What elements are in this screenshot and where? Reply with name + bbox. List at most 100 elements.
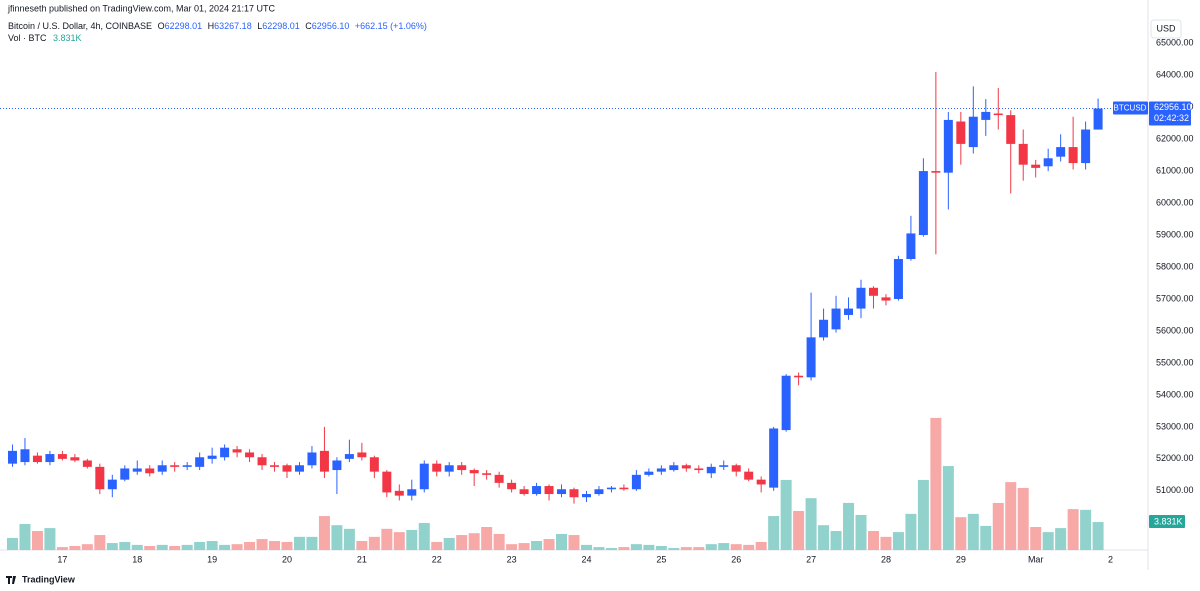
candle-body [232,449,242,453]
currency-box[interactable] [1150,19,1182,39]
candle-body [918,171,928,236]
symbol-tag: BTCUSD [1114,104,1147,113]
volume-bar [780,479,792,550]
y-tick-label: 54000.00 [1156,389,1194,399]
candle-body [494,474,504,483]
candle-body [794,375,804,378]
volume-bar [880,536,892,550]
candle-body [844,308,854,315]
x-tick-label: 2 [1108,554,1113,564]
candle-body [57,454,67,459]
volume-label: 3.831K [1154,516,1183,526]
volume-bar [593,547,605,550]
candle-body [831,308,841,330]
volume-bar [69,545,81,550]
candle-body [993,113,1003,116]
y-tick-label: 65000.00 [1156,38,1194,48]
volume-bar [194,541,206,550]
volume-bar [456,535,468,550]
volume-bar [543,539,555,550]
volume-bar [668,548,680,550]
volume-bar [693,547,705,550]
volume-bar [56,547,68,550]
brand-logo [6,576,16,584]
candle-body [868,287,878,296]
volume-bar [805,498,817,550]
volume-bar [605,548,617,550]
volume-bar [942,466,954,550]
candle-body [382,471,392,493]
volume-label-box [1149,515,1185,529]
candle-body [294,465,304,472]
volume-bar [955,517,967,550]
candle-body [1081,129,1091,164]
y-tick-label: 57000.00 [1156,293,1194,303]
x-tick-label: 17 [57,554,67,564]
volume-value: 3.831K [53,33,82,43]
candle-body [70,457,80,461]
volume-bar [768,516,780,550]
volume-bar [630,544,642,550]
volume-bar [1017,487,1029,550]
volume-bar [1005,482,1017,550]
candle-body [220,447,230,458]
candle-body [507,482,517,490]
volume-bar [81,544,93,550]
y-tick-label: 56000.00 [1156,325,1194,335]
candle-body [482,473,492,475]
candle-body [532,486,542,495]
x-tick-label: 28 [881,554,891,564]
ohlc-value: 62956.10 [312,21,350,31]
volume-bar [568,535,580,550]
x-tick-label: 23 [507,554,517,564]
candle-body [1093,108,1103,130]
volume-bar [169,545,181,550]
y-tick-label: 53000.00 [1156,421,1194,431]
candle-body [544,486,554,495]
candle-body [1043,158,1053,167]
volume-bar [31,531,43,550]
candle-body [1056,147,1066,157]
y-tick-label: 62000.00 [1156,133,1194,143]
candle-body [170,465,180,467]
candle-body [881,297,891,301]
volume-bar [206,541,218,550]
x-tick-label: 27 [806,554,816,564]
volume-bar [1030,527,1042,550]
candle-body [207,455,217,459]
x-tick-label: 22 [432,554,442,564]
y-tick-label: 59000.00 [1156,229,1194,239]
symbol: Bitcoin / U.S. Dollar, 4h, COINBASE [8,21,152,31]
volume-title: Vol · BTC [8,33,47,43]
currency[interactable]: USD [1156,23,1176,33]
candle-body [706,466,716,474]
candle-body [694,468,704,471]
volume-bar [368,536,380,550]
x-tick-label: 18 [132,554,142,564]
change: +662.15 (+1.06%) [355,21,427,31]
candle-body [357,452,367,458]
candle-body [369,457,379,472]
volume-bar [468,533,480,550]
volume-bar [6,537,18,550]
candle-body [245,452,255,458]
volume-bar [381,528,393,550]
volume-bar [855,514,867,550]
candle-body [419,463,429,490]
candle-body [719,465,729,467]
candle-body [457,465,467,471]
ohlc-label: O [158,21,165,31]
x-tick-label: 26 [731,554,741,564]
candle-body [893,259,903,299]
candle-body [731,465,741,472]
candle-body [107,479,117,490]
volume-bar [19,524,31,550]
volume-bar [930,417,942,550]
candle-body [407,489,417,496]
volume-bar [269,541,281,550]
candle-body [806,337,816,378]
ohlc-label: L [257,21,262,31]
candle-body [819,319,829,338]
candle-body [681,465,691,469]
